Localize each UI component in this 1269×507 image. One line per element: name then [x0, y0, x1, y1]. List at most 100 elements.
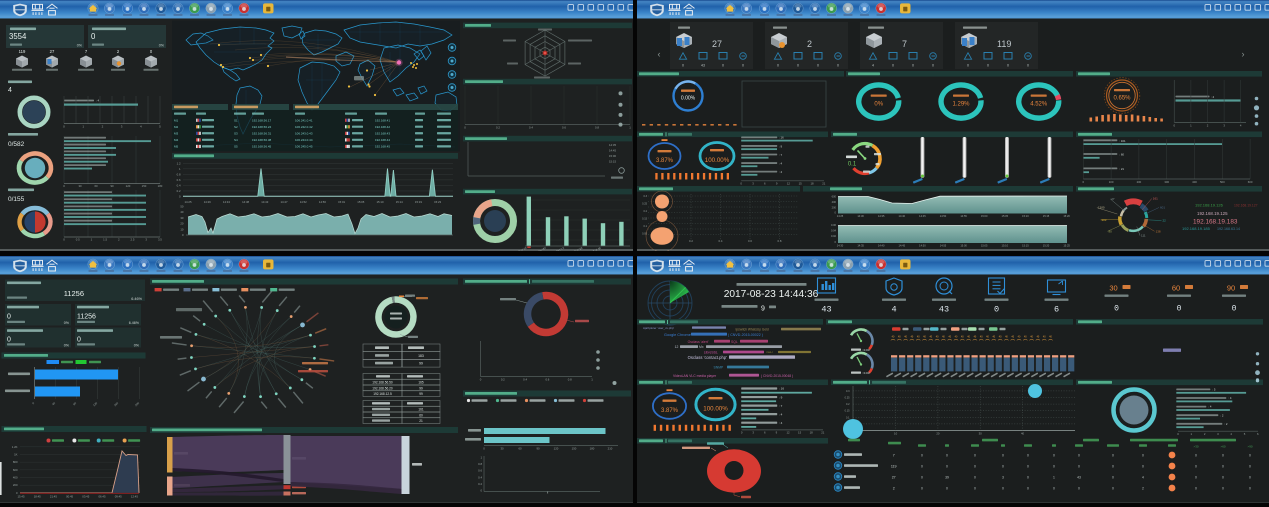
svg-text:0.3: 0.3 [846, 390, 850, 393]
svg-text:300: 300 [1164, 180, 1169, 184]
svg-text:2: 2 [1142, 487, 1144, 491]
svg-text:0: 0 [722, 64, 724, 68]
svg-text:0: 0 [921, 487, 923, 491]
svg-text:0.4: 0.4 [523, 378, 527, 382]
svg-text:27: 27 [50, 49, 55, 54]
svg-text:›: › [1242, 49, 1245, 59]
svg-text:1: 1 [1191, 432, 1193, 436]
svg-text:4: 4 [8, 87, 12, 94]
svg-text:0: 0 [837, 64, 839, 68]
svg-text:: 0.00: : 0.00 [862, 371, 870, 375]
svg-text:200: 200 [13, 483, 18, 487]
svg-text:0.00%: 0.00% [681, 96, 696, 102]
svg-text:1.2K: 1.2K [12, 445, 18, 449]
svg-text:14:45: 14:45 [919, 214, 926, 218]
svg-text:106.245.0.45: 106.245.0.45 [295, 145, 313, 149]
svg-text:3: 3 [1217, 432, 1219, 436]
svg-text:M2: M2 [174, 125, 178, 129]
svg-text:0: 0 [16, 491, 18, 495]
svg-text:LibreSSL: LibreSSL [704, 351, 718, 355]
svg-text:: 9: : 9 [779, 144, 783, 148]
svg-text:0.3: 0.3 [644, 195, 648, 198]
svg-text:0.4: 0.4 [478, 475, 482, 479]
svg-text:0.5: 0.5 [76, 238, 80, 242]
svg-text:0: 0 [1078, 465, 1080, 469]
svg-text:0: 0 [1002, 487, 1004, 491]
svg-text:0: 0 [1249, 454, 1251, 458]
svg-text:14:45: 14:45 [609, 149, 616, 153]
svg-text:40: 40 [898, 336, 901, 339]
svg-text:0.2: 0.2 [644, 210, 648, 213]
svg-text:192.168.45: 192.168.45 [375, 145, 390, 149]
svg-text:0.6: 0.6 [562, 126, 566, 130]
svg-text:43: 43 [701, 64, 705, 68]
svg-text:0: 0 [77, 337, 81, 344]
svg-text:7: 7 [85, 49, 88, 54]
svg-text:192.168.19.127: 192.168.19.127 [1234, 204, 1258, 208]
svg-text:192.168.41: 192.168.41 [375, 118, 390, 122]
svg-text:150: 150 [142, 184, 147, 188]
svg-text:161: 161 [1153, 197, 1158, 201]
svg-text:‹: ‹ [658, 49, 661, 59]
svg-text:0.8: 0.8 [568, 378, 572, 382]
svg-text:0: 0 [1053, 454, 1055, 458]
svg-text:: 4: : 4 [779, 412, 783, 416]
svg-text:183: 183 [418, 354, 424, 358]
svg-text:1389: 1389 [1098, 206, 1105, 210]
svg-text:15:20: 15:20 [1063, 214, 1070, 218]
svg-text:200: 200 [1137, 180, 1142, 184]
svg-text:3: 3 [121, 125, 123, 129]
svg-text:15:15: 15:15 [609, 160, 616, 164]
svg-text:15:10: 15:10 [1022, 214, 1029, 218]
svg-text:: 4: : 4 [1211, 95, 1215, 99]
svg-text:2: 2 [1204, 432, 1206, 436]
svg-text:0: 0 [974, 454, 976, 458]
svg-text:150: 150 [572, 447, 577, 451]
svg-text:5: 5 [159, 125, 161, 129]
svg-text:14:29: 14:29 [204, 200, 211, 204]
svg-text:5: 5 [1244, 432, 1246, 436]
svg-text:20: 20 [180, 222, 184, 226]
svg-text:0.06: 0.06 [831, 223, 837, 227]
svg-text:1: 1 [629, 126, 631, 130]
svg-text:0: 0 [817, 64, 819, 68]
svg-text:192.168.19.185: 192.168.19.185 [1182, 226, 1211, 231]
svg-text:40: 40 [1024, 336, 1027, 339]
svg-text:0: 0 [777, 64, 779, 68]
svg-text:99: 99 [419, 392, 423, 396]
svg-text:0: 0 [1053, 487, 1055, 491]
svg-text:0%: 0% [874, 102, 883, 108]
svg-text:40: 40 [961, 336, 964, 339]
svg-text:800: 800 [13, 460, 18, 464]
svg-text:27: 27 [892, 476, 896, 480]
svg-text:0: 0 [1027, 454, 1029, 458]
svg-text:: 7: : 7 [779, 153, 783, 157]
svg-text:0: 0 [1142, 454, 1144, 458]
svg-text:0: 0 [1053, 465, 1055, 469]
svg-text:40: 40 [1049, 336, 1052, 339]
svg-text:400: 400 [13, 476, 18, 480]
svg-text:40: 40 [911, 336, 914, 339]
svg-text:43: 43 [1077, 476, 1081, 480]
svg-text:40: 40 [1021, 431, 1025, 435]
svg-text:0: 0 [974, 476, 976, 480]
svg-text:14:52: 14:52 [300, 200, 307, 204]
svg-text:9: 9 [776, 431, 778, 435]
svg-text:99: 99 [419, 386, 423, 390]
svg-text:1.2: 1.2 [177, 161, 181, 165]
svg-text:3.87%: 3.87% [656, 158, 674, 164]
svg-text:40: 40 [1043, 336, 1046, 339]
svg-text:14:47: 14:47 [281, 200, 288, 204]
svg-text:43: 43 [939, 305, 949, 315]
svg-text:600: 600 [1248, 180, 1253, 184]
svg-text:0: 0 [63, 125, 65, 129]
svg-text:106.241.0.41: 106.241.0.41 [295, 118, 313, 122]
svg-text:06:45: 06:45 [99, 495, 106, 499]
svg-text:100.00%: 100.00% [705, 157, 730, 164]
svg-text:15:19: 15:19 [415, 200, 422, 204]
svg-text:6: 6 [764, 431, 766, 435]
svg-text:106.243.0.43: 106.243.0.43 [295, 132, 313, 136]
svg-text:0: 0 [974, 465, 976, 469]
svg-text:9: 9 [761, 306, 765, 313]
svg-text:: 161: : 161 [1119, 139, 1126, 143]
